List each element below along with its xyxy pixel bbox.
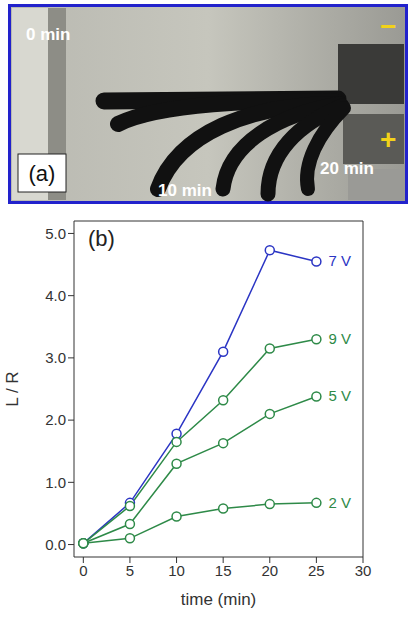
svg-text:2.0: 2.0: [45, 411, 66, 428]
svg-text:4.0: 4.0: [45, 287, 66, 304]
svg-text:20: 20: [261, 562, 278, 579]
svg-text:+: +: [380, 124, 396, 155]
svg-text:7 V: 7 V: [328, 252, 351, 269]
svg-text:0.0: 0.0: [45, 536, 66, 553]
svg-text:L / R: L / R: [4, 371, 22, 406]
svg-text:15: 15: [215, 562, 232, 579]
svg-text:5 V: 5 V: [328, 387, 351, 404]
svg-text:2 V: 2 V: [328, 494, 351, 511]
svg-text:25: 25: [308, 562, 325, 579]
svg-text:time (min): time (min): [181, 590, 257, 609]
svg-text:0: 0: [79, 562, 87, 579]
svg-text:30: 30: [355, 562, 372, 579]
svg-text:5.0: 5.0: [45, 225, 66, 242]
svg-text:1.0: 1.0: [45, 474, 66, 491]
svg-text:9 V: 9 V: [328, 330, 351, 347]
svg-text:20 min: 20 min: [320, 159, 374, 178]
svg-text:0 min: 0 min: [26, 25, 70, 44]
svg-text:3.0: 3.0: [45, 349, 66, 366]
svg-text:10 min: 10 min: [158, 181, 212, 200]
svg-text:10: 10: [168, 562, 185, 579]
svg-text:(a): (a): [29, 161, 56, 186]
html-text:(b): (b): [88, 226, 115, 251]
svg-text:5: 5: [126, 562, 134, 579]
svg-text:−: −: [380, 11, 396, 42]
